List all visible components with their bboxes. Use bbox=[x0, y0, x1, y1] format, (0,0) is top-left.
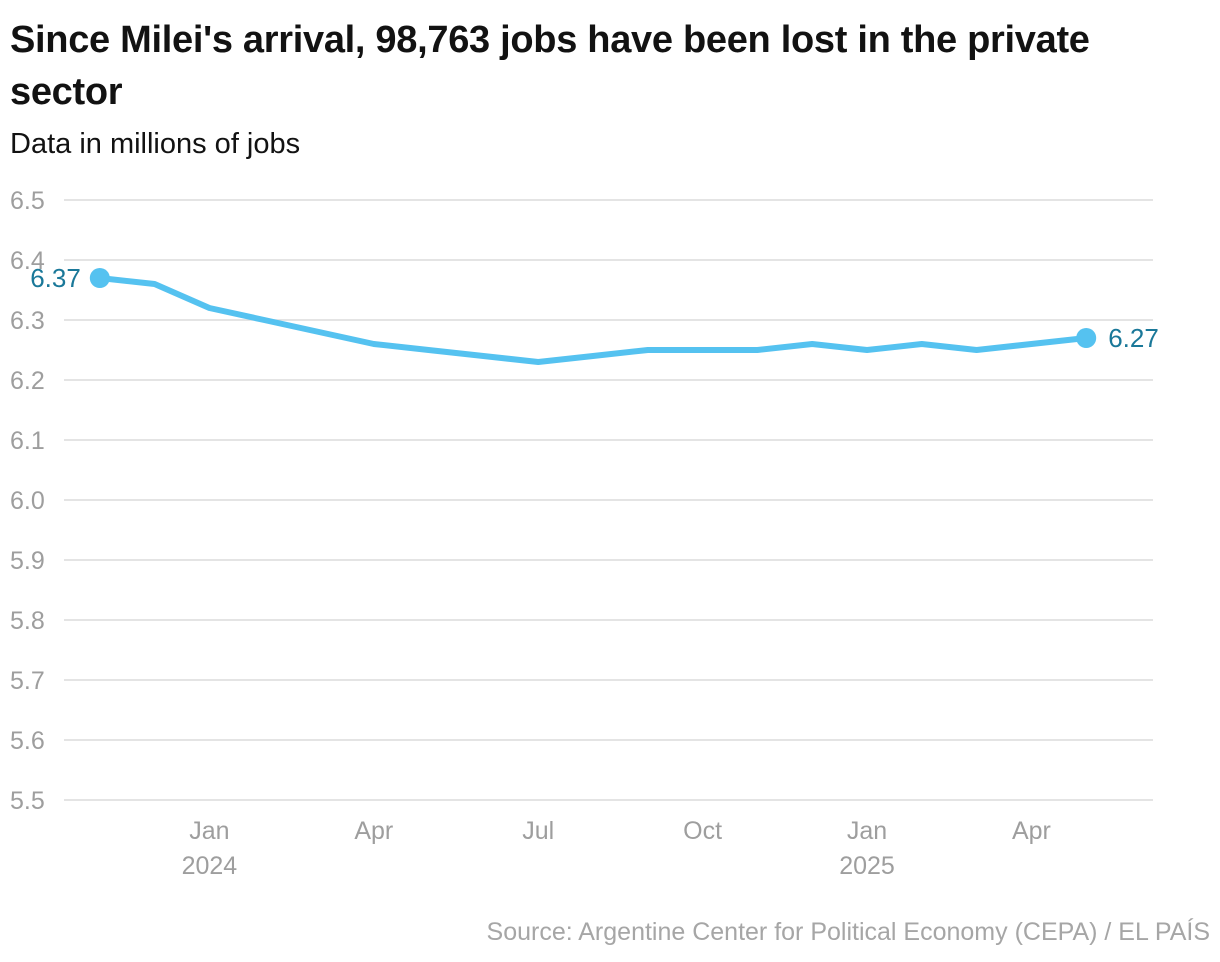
y-tick-label: 5.6 bbox=[10, 727, 45, 755]
y-tick-label: 6.4 bbox=[10, 247, 45, 275]
end-point-marker bbox=[1076, 328, 1097, 348]
gridlines bbox=[64, 199, 1153, 801]
y-tick-label: 5.9 bbox=[10, 547, 45, 575]
line-chart: 6.5 6.4 6.3 6.2 6.1 6.0 5.9 5.8 5.7 5.6 5.5 Jan 202… bbox=[10, 187, 1159, 880]
y-tick-label: 5.5 bbox=[10, 787, 45, 815]
start-value-label: 6.37 bbox=[30, 263, 81, 293]
y-tick-label: 6.3 bbox=[10, 307, 45, 335]
chart-title: Since Milei's arrival, 98,763 jobs have … bbox=[10, 19, 1090, 113]
y-tick-label: 6.2 bbox=[10, 367, 45, 395]
series-layer bbox=[96, 275, 1090, 365]
y-tick-label: 6.1 bbox=[10, 427, 45, 455]
x-tick-label: Jul bbox=[522, 817, 554, 845]
source-note: Source: Argentine Center for Political E… bbox=[486, 918, 1210, 946]
start-point-marker bbox=[89, 268, 110, 288]
y-axis-ticks: 6.5 6.4 6.3 6.2 6.1 6.0 5.9 5.8 5.7 5.6 5.5 bbox=[10, 187, 45, 815]
x-tick-year-label: 2025 bbox=[839, 852, 895, 880]
annotations: 6.37 6.27 bbox=[30, 263, 1159, 353]
x-axis-ticks: Jan 2024 Apr Jul Oct Jan 2025 Apr bbox=[182, 817, 1051, 880]
y-tick-label: 6.0 bbox=[10, 487, 45, 515]
chart-subtitle: Data in millions of jobs bbox=[10, 128, 301, 160]
x-tick-label: Oct bbox=[683, 817, 722, 845]
x-tick-label: Jan bbox=[189, 817, 229, 845]
x-tick-label: Jan bbox=[847, 817, 887, 845]
x-tick-label: Apr bbox=[354, 817, 393, 845]
y-tick-label: 6.5 bbox=[10, 187, 45, 215]
y-tick-label: 5.7 bbox=[10, 667, 45, 695]
x-tick-year-label: 2024 bbox=[182, 852, 238, 880]
end-value-label: 6.27 bbox=[1108, 323, 1159, 353]
x-tick-label: Apr bbox=[1012, 817, 1051, 845]
series-line bbox=[96, 275, 1090, 365]
y-tick-label: 5.8 bbox=[10, 607, 45, 635]
